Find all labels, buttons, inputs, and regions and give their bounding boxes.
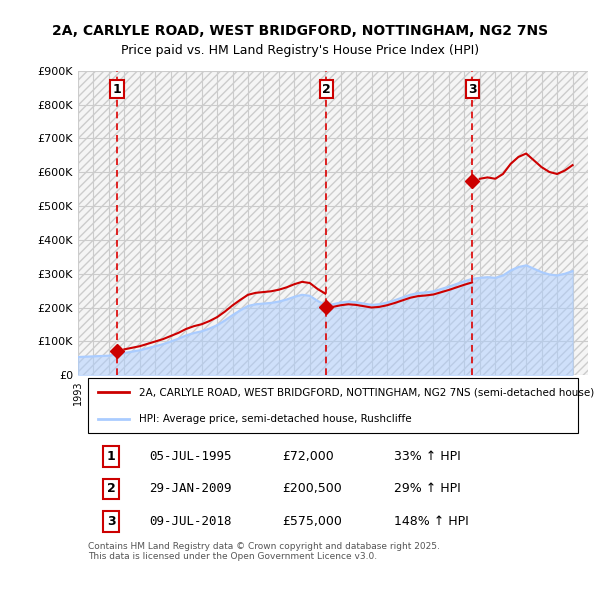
Text: £200,500: £200,500 — [282, 483, 342, 496]
Text: 2A, CARLYLE ROAD, WEST BRIDGFORD, NOTTINGHAM, NG2 7NS (semi-detached house): 2A, CARLYLE ROAD, WEST BRIDGFORD, NOTTIN… — [139, 387, 595, 397]
Text: £72,000: £72,000 — [282, 450, 334, 463]
Text: 29% ↑ HPI: 29% ↑ HPI — [394, 483, 461, 496]
Text: 09-JUL-2018: 09-JUL-2018 — [149, 515, 232, 528]
Text: 05-JUL-1995: 05-JUL-1995 — [149, 450, 232, 463]
Text: 148% ↑ HPI: 148% ↑ HPI — [394, 515, 469, 528]
Text: 29-JAN-2009: 29-JAN-2009 — [149, 483, 232, 496]
Text: 1: 1 — [107, 450, 116, 463]
Text: 3: 3 — [468, 83, 476, 96]
FancyBboxPatch shape — [88, 378, 578, 433]
Text: 2: 2 — [107, 483, 116, 496]
Text: Contains HM Land Registry data © Crown copyright and database right 2025.
This d: Contains HM Land Registry data © Crown c… — [88, 542, 440, 561]
Text: Price paid vs. HM Land Registry's House Price Index (HPI): Price paid vs. HM Land Registry's House … — [121, 44, 479, 57]
Text: HPI: Average price, semi-detached house, Rushcliffe: HPI: Average price, semi-detached house,… — [139, 414, 412, 424]
Text: 1: 1 — [112, 83, 121, 96]
Text: 33% ↑ HPI: 33% ↑ HPI — [394, 450, 461, 463]
Text: 2A, CARLYLE ROAD, WEST BRIDGFORD, NOTTINGHAM, NG2 7NS: 2A, CARLYLE ROAD, WEST BRIDGFORD, NOTTIN… — [52, 24, 548, 38]
Text: £575,000: £575,000 — [282, 515, 342, 528]
Text: 2: 2 — [322, 83, 331, 96]
Text: 3: 3 — [107, 515, 115, 528]
